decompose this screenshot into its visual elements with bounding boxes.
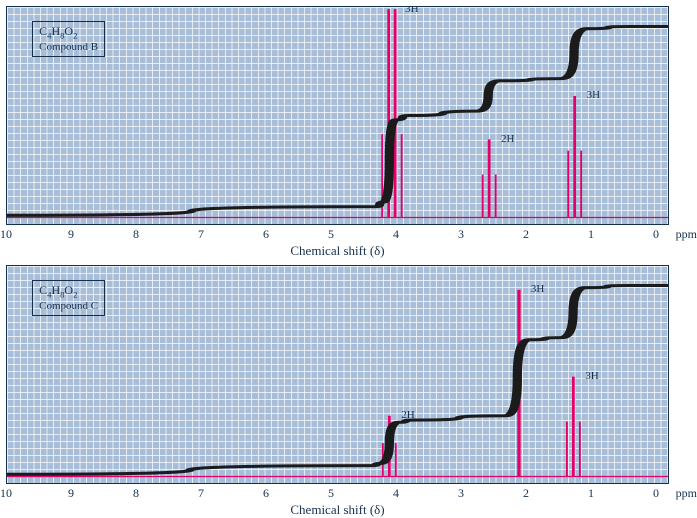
compound-legend: C4H8O2Compound B: [32, 21, 105, 57]
compound-formula: C4H8O2: [39, 283, 98, 300]
compound-name: Compound B: [39, 41, 98, 54]
integration-trace: [7, 27, 668, 216]
x-tick-label: 3: [458, 486, 464, 501]
axis-unit: ppm: [676, 227, 697, 242]
nmr-spectrum-compound-b: 3H2H3HC4H8O2Compound B109876543210ppmChe…: [0, 0, 697, 259]
integration-trace-layer: [7, 266, 668, 483]
x-tick-label: 9: [68, 227, 74, 242]
plot-area: 3H2H3HC4H8O2Compound B: [6, 6, 669, 225]
x-tick-label: 6: [263, 227, 269, 242]
x-tick-label: 9: [68, 486, 74, 501]
x-tick-label: 8: [133, 486, 139, 501]
x-axis-labels: 109876543210: [6, 227, 669, 243]
compound-legend: C4H8O2Compound C: [32, 280, 105, 316]
x-tick-label: 2: [523, 486, 529, 501]
x-tick-label: 5: [328, 486, 334, 501]
page: 3H2H3HC4H8O2Compound B109876543210ppmChe…: [0, 0, 697, 518]
x-tick-label: 10: [0, 227, 12, 242]
x-axis: 109876543210ppmChemical shift (δ): [6, 484, 669, 518]
x-tick-label: 4: [393, 486, 399, 501]
x-tick-label: 5: [328, 227, 334, 242]
x-tick-label: 3: [458, 227, 464, 242]
x-tick-label: 8: [133, 227, 139, 242]
x-axis: 109876543210ppmChemical shift (δ): [6, 225, 669, 259]
x-tick-label: 10: [0, 486, 12, 501]
x-tick-label: 7: [198, 227, 204, 242]
axis-title: Chemical shift (δ): [290, 502, 384, 518]
compound-name: Compound C: [39, 300, 98, 313]
x-tick-label: 4: [393, 227, 399, 242]
x-tick-label: 2: [523, 227, 529, 242]
x-tick-label: 0: [653, 486, 659, 501]
axis-title: Chemical shift (δ): [290, 243, 384, 259]
axis-unit: ppm: [676, 486, 697, 501]
x-axis-labels: 109876543210: [6, 486, 669, 502]
x-tick-label: 7: [198, 486, 204, 501]
integration-trace-layer: [7, 7, 668, 224]
plot-area: 2H3H3HC4H8O2Compound C: [6, 265, 669, 484]
x-tick-label: 1: [588, 486, 594, 501]
x-tick-label: 1: [588, 227, 594, 242]
x-tick-label: 6: [263, 486, 269, 501]
integration-trace: [7, 286, 668, 475]
compound-formula: C4H8O2: [39, 24, 98, 41]
nmr-spectrum-compound-c: 2H3H3HC4H8O2Compound C109876543210ppmChe…: [0, 259, 697, 518]
x-tick-label: 0: [653, 227, 659, 242]
